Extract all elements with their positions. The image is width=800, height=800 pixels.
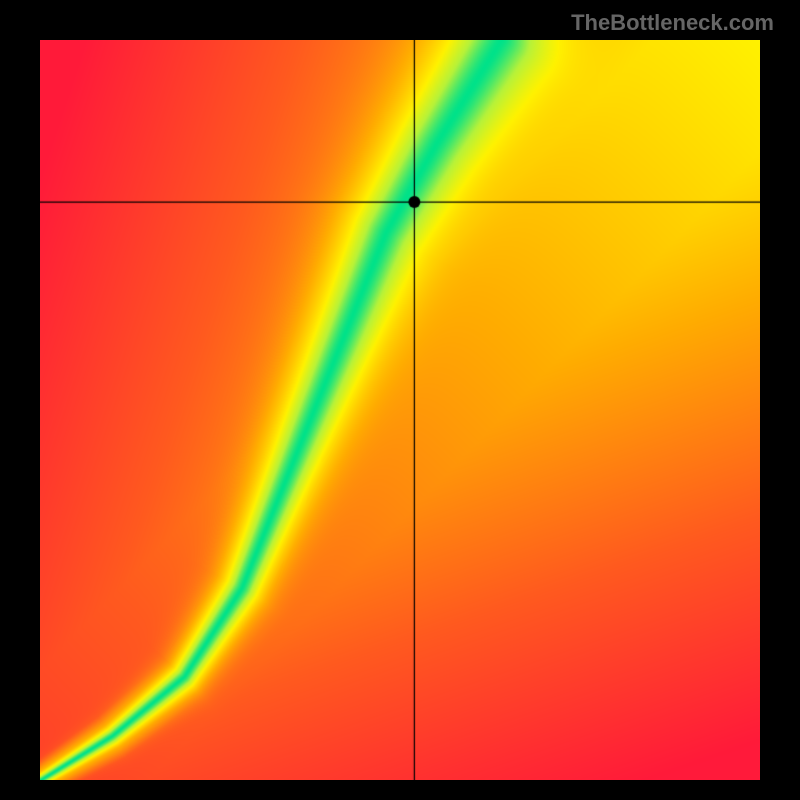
bottleneck-heatmap <box>40 40 760 780</box>
heatmap-canvas <box>40 40 760 780</box>
watermark-text: TheBottleneck.com <box>571 10 774 36</box>
